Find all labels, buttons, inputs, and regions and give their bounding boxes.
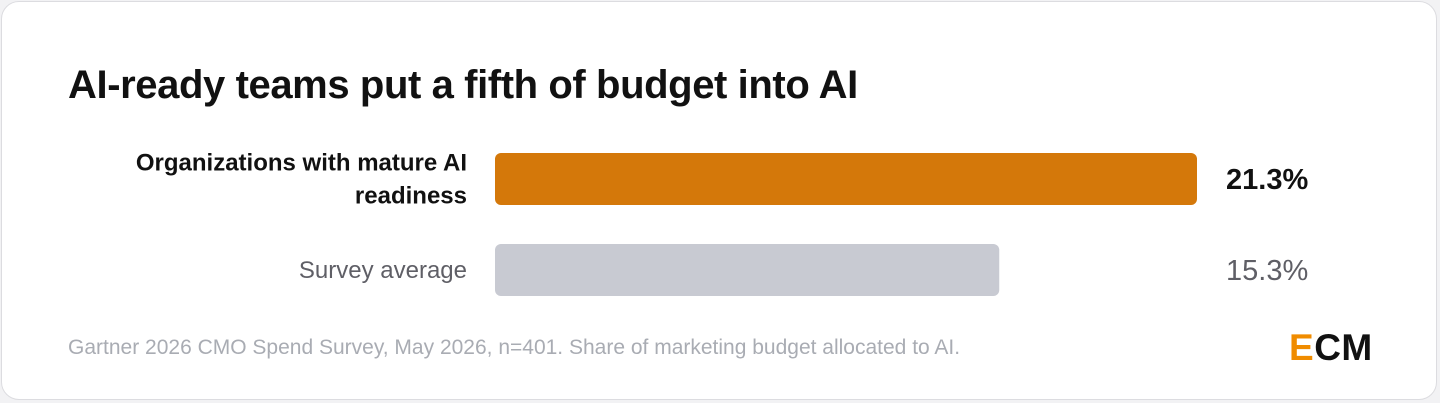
category-label-line: readiness <box>355 183 467 210</box>
source-footnote: Gartner 2026 CMO Spend Survey, May 2026,… <box>68 336 961 359</box>
category-label-0: Organizations with mature AI readiness <box>136 150 467 210</box>
value-label-0: 21.3% <box>1226 164 1308 196</box>
category-label-line: Survey average <box>299 257 467 284</box>
value-label-1: 15.3% <box>1226 255 1308 287</box>
category-label-1: Survey average <box>299 257 467 284</box>
brand-logo: ECM <box>1289 326 1373 370</box>
brand-logo-letters: CM <box>1314 327 1373 368</box>
chart-title: AI-ready teams put a fifth of budget int… <box>68 63 858 107</box>
bar-1 <box>495 244 1000 296</box>
brand-logo-letter-accent: E <box>1289 327 1315 368</box>
bar-0 <box>495 153 1197 205</box>
category-label-line: Organizations with mature AI <box>136 150 467 177</box>
